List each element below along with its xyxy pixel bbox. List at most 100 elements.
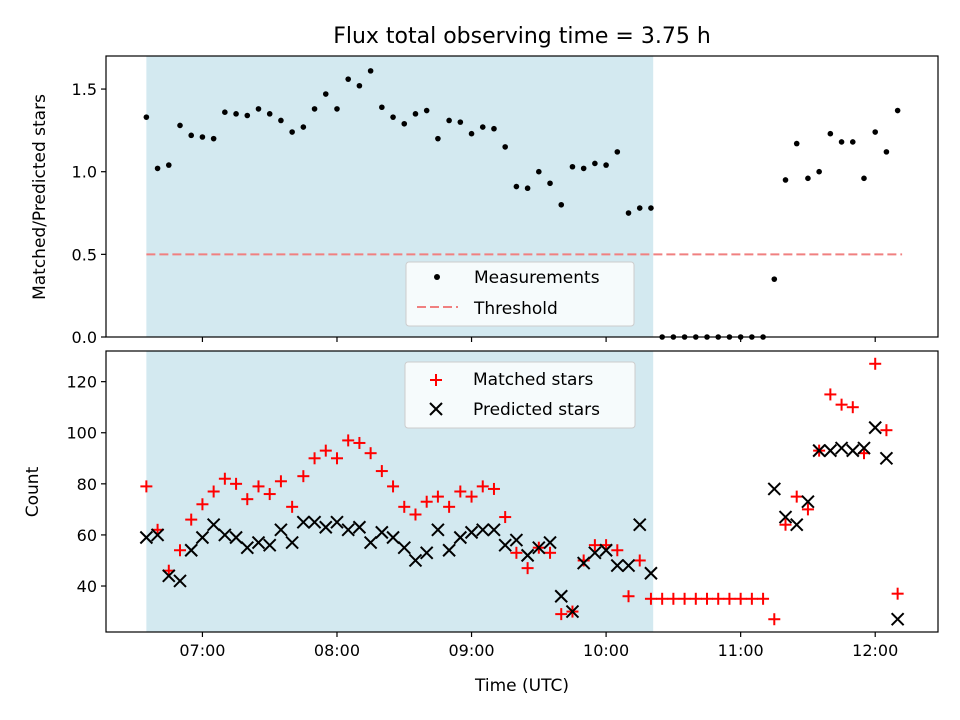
- measurement-point: [636, 205, 643, 211]
- predicted-stars-point: [195, 530, 210, 545]
- measurement-point: [334, 106, 340, 112]
- matched-stars-point: [544, 546, 557, 559]
- measurement-point: [367, 68, 374, 74]
- measurement-point: [412, 111, 419, 117]
- matched-stars-point: [869, 357, 882, 370]
- measurement-point: [435, 135, 441, 142]
- predicted-stars-point: [139, 530, 154, 545]
- predicted-stars-point: [778, 510, 793, 524]
- predicted-stars-point: [150, 528, 165, 542]
- predicted-stars-point: [240, 540, 254, 555]
- matched-stars-point: [768, 613, 781, 626]
- predicted-stars-point: [621, 558, 636, 573]
- measurement-point: [558, 201, 565, 208]
- predicted-stars-point: [588, 546, 602, 560]
- measurement-point: [827, 130, 834, 137]
- bottom-panel: 40 60 80 100 120 07:00 08:00 09:00 10:00 11:00 12:…: [23, 350, 939, 696]
- measurement-point: [849, 139, 856, 145]
- predicted-stars-point: [173, 574, 187, 588]
- y-tick-label: 0.0: [72, 328, 97, 347]
- measurement-point: [580, 165, 587, 172]
- predicted-stars-point: [812, 443, 826, 458]
- predicted-stars-point: [790, 518, 804, 532]
- matched-stars-point: [499, 511, 512, 524]
- predicted-stars-point: [857, 441, 871, 455]
- measurement-point: [390, 114, 396, 120]
- matched-stars-point: [577, 554, 590, 567]
- measurement-point: [569, 163, 576, 170]
- predicted-stars-point: [206, 518, 221, 532]
- matched-stars-point: [230, 477, 243, 490]
- matched-stars-point: [824, 388, 837, 401]
- predicted-stars-point: [846, 443, 860, 458]
- y-tick-label: 1.0: [72, 163, 97, 182]
- matched-stars-point: [745, 592, 758, 605]
- predicted-stars-point: [834, 441, 849, 455]
- y-tick-label: 0.5: [72, 245, 97, 264]
- measurement-point: [356, 82, 363, 89]
- matched-stars-point: [891, 587, 904, 600]
- x-tick-label: 11:00: [718, 641, 764, 660]
- matched-stars-point: [353, 436, 366, 449]
- y-tick-label: 80: [77, 475, 97, 494]
- matched-stars-point: [274, 475, 287, 488]
- x-tick-label: 12:00: [852, 641, 898, 660]
- x-tick-label: 10:00: [583, 641, 629, 660]
- top-legend: Measurements Threshold: [405, 261, 635, 327]
- measurement-point: [446, 117, 452, 124]
- matched-stars-point: [801, 503, 814, 516]
- bottom-panel-frame: [105, 350, 939, 633]
- y-tick-label: 60: [77, 526, 97, 545]
- matched-stars-point: [757, 592, 770, 605]
- matched-stars-point: [487, 482, 500, 495]
- predicted-stars-point: [442, 543, 456, 557]
- predicted-stars-point: [218, 528, 232, 542]
- bottom-legend: Matched stars Predicted stars: [404, 361, 636, 429]
- predicted-stars-point: [610, 558, 625, 573]
- y-tick-label: 120: [66, 373, 97, 392]
- measurement-point: [894, 107, 901, 114]
- predicted-stars-point: [408, 553, 423, 568]
- x-tick-label: 08:00: [314, 641, 360, 660]
- predicted-stars-point: [868, 420, 882, 435]
- measurement-point: [345, 76, 351, 82]
- y-tick-label: 40: [77, 577, 97, 596]
- predicted-stars-point: [352, 520, 367, 534]
- measurement-point: [872, 129, 879, 135]
- measurement-point: [154, 165, 161, 172]
- measurement-point: [838, 139, 845, 145]
- matched-stars-point: [622, 590, 635, 603]
- predicted-stars-point: [363, 535, 378, 550]
- matched-stars-point: [555, 608, 568, 621]
- matched-stars-point: [633, 554, 646, 567]
- measurement-point: [143, 114, 150, 120]
- x-tick-label: 07:00: [179, 641, 225, 660]
- matched-stars-point: [667, 592, 680, 605]
- matched-stars-point: [409, 508, 422, 521]
- legend-matched-stars-label: Matched stars: [473, 370, 593, 390]
- measurement-point: [625, 210, 632, 216]
- measurement-point: [491, 125, 497, 132]
- matched-stars-point: [701, 592, 714, 605]
- predicted-stars-point: [330, 515, 344, 529]
- predicted-stars-point: [633, 518, 647, 532]
- matched-stars-point: [185, 513, 198, 526]
- bottom-panel-marks: [139, 357, 905, 626]
- top-panel-axes: 0.0 0.5 1.0 1.5: [72, 80, 876, 347]
- predicted-stars-point: [431, 523, 445, 537]
- predicted-stars-point: [453, 530, 468, 545]
- measurement-point: [266, 111, 273, 117]
- measurement-point: [423, 107, 430, 114]
- matched-stars-point: [364, 447, 377, 460]
- predicted-stars-point: [565, 604, 580, 619]
- matched-stars-point: [712, 592, 725, 605]
- matched-stars-point: [297, 470, 310, 483]
- predicted-stars-point: [498, 538, 512, 552]
- predicted-stars-point: [285, 535, 299, 550]
- measurement-point: [210, 135, 217, 142]
- top-panel: 0.0 0.5 1.0 1.5 Flux total observing time =…: [30, 24, 939, 347]
- matched-stars-point: [174, 544, 187, 557]
- measurement-point: [300, 124, 307, 130]
- predicted-stars-point: [296, 515, 311, 529]
